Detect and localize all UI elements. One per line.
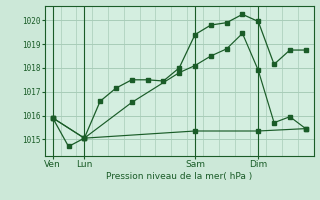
X-axis label: Pression niveau de la mer( hPa ): Pression niveau de la mer( hPa ) [106, 172, 252, 181]
